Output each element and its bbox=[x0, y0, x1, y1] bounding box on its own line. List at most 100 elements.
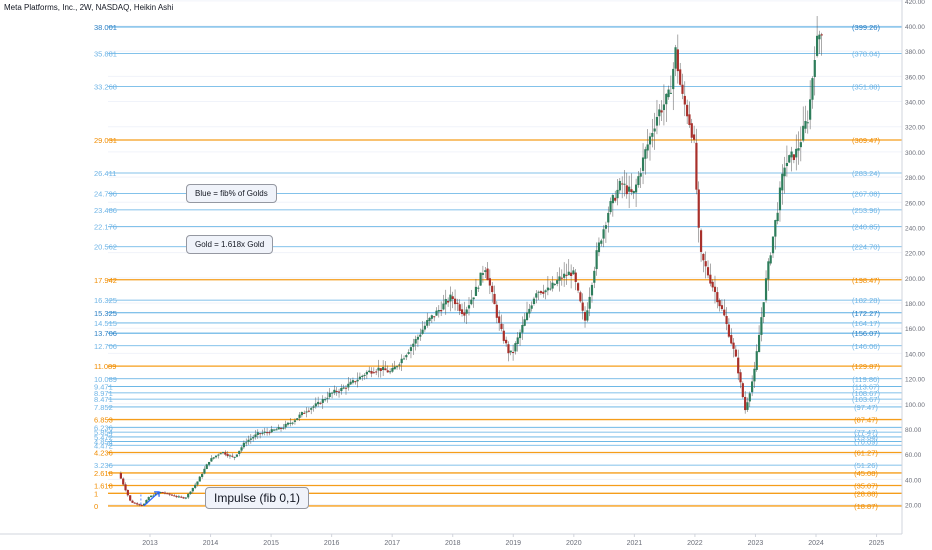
candle bbox=[122, 478, 125, 485]
candles bbox=[119, 16, 823, 507]
candle bbox=[335, 390, 338, 392]
fib-ratio-label: 38.001 bbox=[94, 23, 117, 32]
candle bbox=[630, 189, 633, 193]
candle bbox=[609, 201, 612, 213]
y-tick-label: 140.00 bbox=[905, 351, 925, 358]
fib-ratio-label: 17.942 bbox=[94, 276, 117, 285]
candle bbox=[328, 392, 331, 398]
candle bbox=[268, 432, 271, 434]
candle bbox=[398, 364, 401, 366]
candle bbox=[690, 123, 693, 138]
fib-price-label: (156.07) bbox=[852, 329, 880, 338]
candle bbox=[442, 303, 445, 310]
candle bbox=[581, 302, 584, 311]
candle bbox=[256, 432, 259, 435]
fib-ratio-label: 8.471 bbox=[94, 395, 113, 404]
candle bbox=[214, 455, 218, 458]
candle bbox=[437, 310, 440, 312]
time-axis[interactable]: 2013 2014 2015 2016 2017 2018 2019 2020 2021 2022… bbox=[0, 533, 902, 547]
candle bbox=[170, 494, 174, 496]
candle bbox=[695, 142, 698, 190]
candle bbox=[330, 392, 334, 394]
gold-note[interactable]: Gold = 1.618x Gold bbox=[186, 235, 274, 254]
candle bbox=[530, 305, 533, 309]
x-tick-label: 2014 bbox=[203, 540, 219, 547]
candle bbox=[604, 225, 608, 229]
candle bbox=[776, 212, 779, 222]
candle bbox=[702, 253, 705, 261]
fib-ratio-label: 14.515 bbox=[94, 319, 117, 328]
candle bbox=[797, 148, 800, 151]
candle bbox=[558, 276, 561, 281]
fib-ratio-label: 5.472 bbox=[94, 433, 113, 442]
impulse-note[interactable]: Impulse (fib 0,1) bbox=[205, 487, 310, 509]
candle bbox=[384, 368, 387, 371]
candle bbox=[198, 476, 201, 482]
fib-ratio-label: 29.031 bbox=[94, 136, 117, 145]
candle bbox=[440, 309, 443, 312]
y-tick-label: 60.00 bbox=[905, 452, 922, 459]
candle bbox=[479, 272, 482, 286]
candle bbox=[790, 151, 793, 158]
candle bbox=[386, 370, 389, 373]
candle bbox=[263, 431, 266, 433]
candle bbox=[451, 296, 454, 300]
candle bbox=[182, 497, 185, 499]
candle bbox=[324, 399, 327, 401]
candle bbox=[177, 496, 181, 498]
candle bbox=[679, 69, 682, 85]
candle bbox=[618, 180, 621, 191]
price-axis[interactable]: 20.00 40.00 60.00 80.00 100.00 120.00 140.00 16… bbox=[901, 0, 925, 534]
blue-note[interactable]: Blue = fib% of Golds bbox=[186, 184, 277, 203]
candle bbox=[124, 484, 127, 491]
candle bbox=[212, 457, 215, 459]
candle bbox=[723, 309, 726, 316]
candle bbox=[818, 34, 821, 40]
candle bbox=[163, 492, 167, 494]
fib-price-label: (18.87) bbox=[854, 502, 878, 511]
candle bbox=[764, 278, 768, 301]
candle bbox=[755, 351, 758, 370]
y-tick-label: 200.00 bbox=[905, 276, 925, 283]
candle bbox=[166, 493, 169, 495]
candle bbox=[245, 442, 248, 444]
y-tick-label: 20.00 bbox=[905, 503, 922, 510]
candle bbox=[238, 450, 241, 454]
y-tick-label: 220.00 bbox=[905, 251, 925, 258]
candle bbox=[563, 273, 566, 278]
candle bbox=[542, 291, 545, 294]
fib-ratio-label: 2.618 bbox=[94, 469, 113, 478]
fib-ratio-label: 35.881 bbox=[94, 50, 117, 59]
candle bbox=[737, 357, 740, 374]
fib-ratio-label: 26.411 bbox=[94, 169, 116, 178]
candle bbox=[354, 381, 357, 383]
candle bbox=[265, 432, 269, 434]
candle bbox=[757, 334, 761, 353]
candle bbox=[286, 422, 290, 425]
candle bbox=[140, 504, 143, 506]
candle bbox=[498, 316, 501, 323]
candle bbox=[159, 491, 162, 494]
candle bbox=[298, 414, 301, 418]
fib-price-label: (224.70) bbox=[852, 243, 880, 252]
fib-ratio-label: 1 bbox=[94, 489, 98, 498]
candle bbox=[282, 427, 285, 429]
y-tick-label: 80.00 bbox=[905, 427, 922, 434]
candle bbox=[669, 92, 672, 94]
candle bbox=[544, 290, 547, 293]
fib-ratio-label: 3.236 bbox=[94, 461, 113, 470]
impulse-line bbox=[143, 491, 160, 507]
candle bbox=[815, 35, 819, 56]
candle bbox=[314, 403, 317, 407]
x-tick-label: 2018 bbox=[445, 540, 461, 547]
fib-price-label: (97.47) bbox=[854, 403, 878, 412]
candle bbox=[400, 358, 403, 364]
candle bbox=[616, 189, 619, 199]
candle bbox=[651, 132, 654, 137]
candle bbox=[310, 408, 313, 410]
fib-price-label: (70.09) bbox=[854, 437, 878, 446]
fib-price-label: (45.08) bbox=[854, 469, 878, 478]
candle bbox=[126, 489, 129, 496]
candle bbox=[639, 173, 642, 177]
candle bbox=[249, 438, 252, 440]
